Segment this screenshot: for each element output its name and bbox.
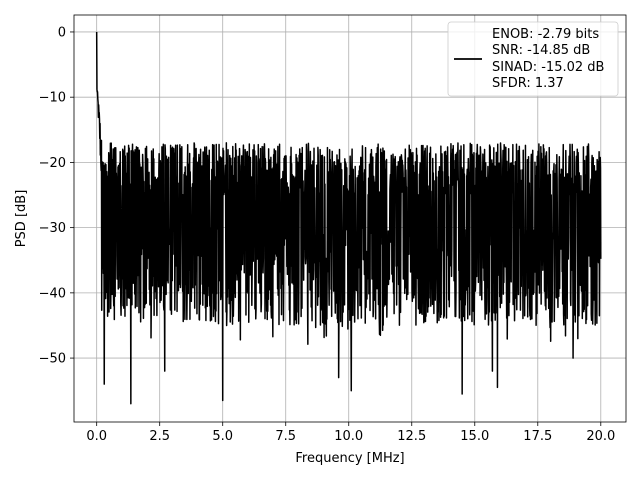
y-axis-label: PSD [dB] (14, 190, 29, 248)
psd-series-line (95, 31, 602, 405)
x-tick-label: 12.5 (397, 429, 426, 444)
legend-entry-snr: SNR: -14.85 dB (492, 43, 590, 58)
legend: ENOB: -2.79 bits SNR: -14.85 dB SINAD: -… (447, 21, 619, 97)
legend-entry-enob: ENOB: -2.79 bits (492, 27, 599, 42)
y-axis-ticks: 0 −10 −20 −30 −40 −50 (39, 25, 74, 367)
y-tick-label: −30 (39, 221, 66, 236)
y-tick-label: −40 (39, 286, 66, 301)
x-tick-label: 2.5 (149, 429, 170, 444)
axes-frame (73, 14, 627, 423)
y-tick-label: −10 (39, 91, 66, 106)
x-tick-label: 10.0 (334, 429, 363, 444)
legend-entry-sinad: SINAD: -15.02 dB (492, 60, 604, 75)
x-axis-ticks: 0.0 2.5 5.0 7.5 10.0 12.5 15.0 17.5 20.0 (86, 422, 615, 444)
x-axis-label: Frequency [MHz] (295, 451, 404, 466)
legend-entry-sfdr: SFDR: 1.37 (492, 76, 564, 91)
x-tick-label: 15.0 (460, 429, 489, 444)
x-tick-label: 20.0 (586, 429, 615, 444)
x-tick-label: 5.0 (212, 429, 233, 444)
x-tick-label: 0.0 (86, 429, 107, 444)
y-tick-label: −50 (39, 352, 66, 367)
x-tick-label: 17.5 (523, 429, 552, 444)
x-tick-label: 7.5 (275, 429, 296, 444)
legend-box (447, 21, 619, 97)
y-tick-label: −20 (39, 156, 66, 171)
plot-area (95, 31, 602, 405)
y-tick-label: 0 (58, 25, 66, 40)
